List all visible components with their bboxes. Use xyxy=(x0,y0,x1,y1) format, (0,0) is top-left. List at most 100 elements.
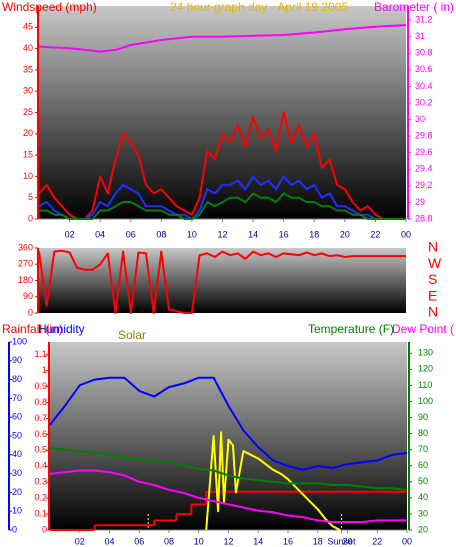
y-tick-label: 70 xyxy=(12,393,22,403)
x-tick-label: 06 xyxy=(126,229,136,239)
x-tick-label: 00 xyxy=(402,536,412,546)
legend-label: Temperature (F) xyxy=(308,322,394,336)
x-tick-label: 08 xyxy=(164,536,174,546)
y-tick-label: 90 xyxy=(12,355,22,365)
x-tick-label: 04 xyxy=(104,536,114,546)
y2-tick-label: 80 xyxy=(418,428,428,438)
y2-axis-title: Barometer ( in) xyxy=(374,0,454,14)
y-axis-title: Windspeed (mph) xyxy=(2,0,97,14)
y-tick-label: 10 xyxy=(23,171,33,181)
y2-tick-label: 30 xyxy=(415,114,425,124)
y-tick-label: 15 xyxy=(23,149,33,159)
x-tick-label: 02 xyxy=(65,229,75,239)
series-line xyxy=(49,469,407,523)
x-tick-label: 08 xyxy=(156,229,166,239)
series-line xyxy=(38,24,407,53)
y2-tick-label: 30.6 xyxy=(415,64,433,74)
y2-tick-label: E xyxy=(428,287,437,303)
x-tick-label: Sunset xyxy=(328,536,357,546)
y3-tick-label: 1 xyxy=(42,365,47,375)
y-tick-label: 100 xyxy=(12,336,27,346)
y2-tick-label: 28.8 xyxy=(415,213,433,223)
y-tick-label: 20 xyxy=(23,128,33,138)
series-line xyxy=(39,192,406,220)
y3-tick-label: 0.6 xyxy=(34,429,47,439)
legend-label: Humidity xyxy=(38,322,85,336)
y2-tick-label: 40 xyxy=(418,492,428,502)
y2-tick-label: 100 xyxy=(418,396,433,406)
y2-tick-label: 30.8 xyxy=(415,48,433,58)
y2-tick-label: 31.2 xyxy=(415,14,433,24)
y-tick-label: 0 xyxy=(28,307,33,317)
y2-tick-label: S xyxy=(428,271,437,287)
y3-tick-label: 0.1 xyxy=(34,508,47,518)
y-tick-label: 80 xyxy=(12,374,22,384)
y3-tick-label: 0.8 xyxy=(34,397,47,407)
x-tick-label: 02 xyxy=(75,536,85,546)
y3-tick-label: 0.2 xyxy=(34,493,47,503)
x-tick-label: 12 xyxy=(223,536,233,546)
y-tick-label: 30 xyxy=(23,86,33,96)
y2-tick-label: 70 xyxy=(418,444,428,454)
y2-tick-label: 130 xyxy=(418,348,433,358)
x-tick-label: 12 xyxy=(217,229,227,239)
y-tick-label: 60 xyxy=(12,412,22,422)
y-tick-label: 360 xyxy=(18,242,33,252)
x-tick-label: 14 xyxy=(248,229,258,239)
y-tick-label: 180 xyxy=(18,275,33,285)
series-line xyxy=(49,376,408,471)
x-tick-label: 18 xyxy=(313,536,323,546)
y2-tick-label: 20 xyxy=(418,524,428,534)
x-tick-label: 16 xyxy=(279,229,289,239)
x-tick-label: 10 xyxy=(194,536,204,546)
series-line xyxy=(38,249,406,314)
y3-tick-label: 0.7 xyxy=(34,413,47,423)
y-tick-label: 50 xyxy=(12,430,22,440)
y2-tick-label: N xyxy=(428,239,438,255)
y-tick-label: 40 xyxy=(12,449,22,459)
legend-label: Rainfall (in) xyxy=(2,322,63,336)
legend-label: Solar xyxy=(118,328,146,342)
legend-label: Dew Point ( xyxy=(392,322,454,336)
y2-tick-label: 110 xyxy=(418,380,432,390)
y2-tick-label: 120 xyxy=(418,364,433,374)
x-tick-label: 14 xyxy=(253,536,263,546)
y2-tick-label: 29.4 xyxy=(415,164,433,174)
y3-tick-label: 0 xyxy=(42,524,47,534)
plot-background xyxy=(39,248,406,313)
y3-tick-label: 0.9 xyxy=(34,381,47,391)
y3-tick-label: 0.5 xyxy=(34,445,47,455)
y-tick-label: 0 xyxy=(12,524,17,534)
x-tick-label: 00 xyxy=(401,229,411,239)
y-tick-label: 45 xyxy=(23,22,33,32)
y2-tick-label: 31 xyxy=(415,31,425,41)
chart-title: 24 hour graph day - April 19 2005 xyxy=(170,0,348,14)
y2-tick-label: 29 xyxy=(415,197,425,207)
y-tick-label: 40 xyxy=(23,43,33,53)
x-tick-label: 06 xyxy=(134,536,144,546)
y-tick-label: 0 xyxy=(28,213,33,223)
x-tick-label: 04 xyxy=(95,229,105,239)
x-tick-label: 20 xyxy=(342,536,352,546)
x-tick-label: 16 xyxy=(283,536,293,546)
y3-tick-label: 1.1 xyxy=(34,349,47,359)
plot-background xyxy=(50,342,407,530)
y-tick-label: 30 xyxy=(12,468,22,478)
y-tick-label: 90 xyxy=(23,291,33,301)
series-line xyxy=(38,175,406,220)
y2-tick-label: 30.2 xyxy=(415,97,433,107)
series-line xyxy=(205,431,341,531)
y2-tick-label: 29.2 xyxy=(415,180,433,190)
x-tick-label: 22 xyxy=(372,536,382,546)
y2-tick-label: W xyxy=(428,255,442,271)
series-line xyxy=(49,447,408,491)
x-tick-label: 20 xyxy=(340,229,350,239)
y-tick-label: 270 xyxy=(18,259,33,269)
y2-tick-label: 29.6 xyxy=(415,147,433,157)
y3-tick-label: 0.3 xyxy=(34,477,47,487)
y2-tick-label: 50 xyxy=(418,476,428,486)
y-tick-label: 10 xyxy=(12,506,22,516)
series-line xyxy=(38,111,406,220)
y2-tick-label: 30 xyxy=(418,508,428,518)
